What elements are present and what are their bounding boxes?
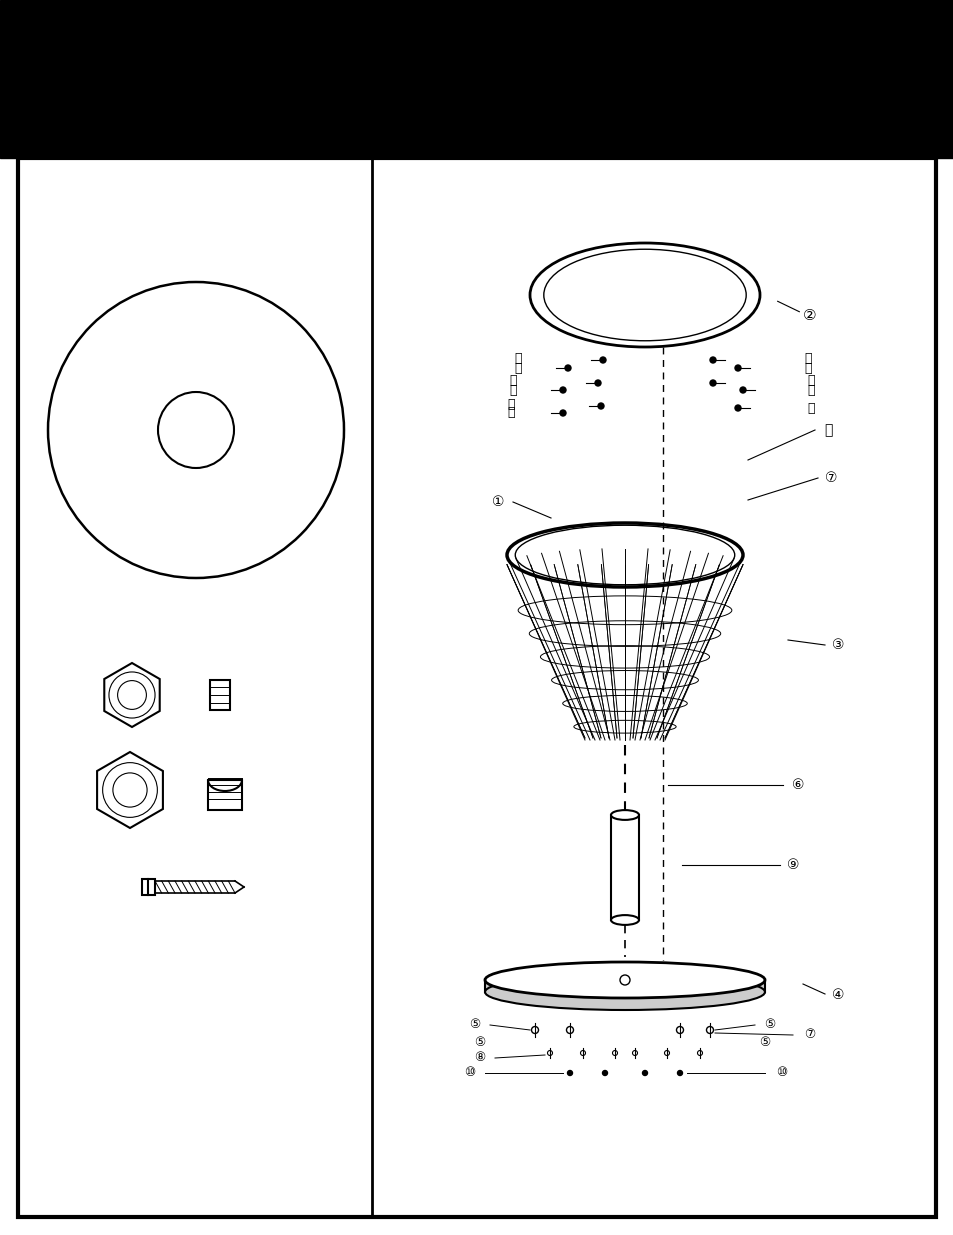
Text: ⑦: ⑦ bbox=[803, 1029, 815, 1041]
Text: ⑫: ⑫ bbox=[507, 406, 515, 420]
Circle shape bbox=[697, 1051, 701, 1056]
Text: ⑫: ⑫ bbox=[509, 373, 517, 387]
Circle shape bbox=[709, 357, 716, 363]
Text: ⑤: ⑤ bbox=[474, 1036, 485, 1050]
Text: ⑫: ⑫ bbox=[803, 362, 811, 374]
Circle shape bbox=[567, 1071, 572, 1076]
Circle shape bbox=[48, 282, 344, 578]
Text: ⑩: ⑩ bbox=[464, 1067, 476, 1079]
Text: ⑨: ⑨ bbox=[786, 858, 799, 872]
Ellipse shape bbox=[610, 810, 639, 820]
Circle shape bbox=[547, 1051, 552, 1056]
Text: ⑩: ⑩ bbox=[776, 1067, 787, 1079]
Text: ⑫: ⑫ bbox=[514, 362, 521, 374]
Bar bbox=[208, 781, 242, 810]
Circle shape bbox=[599, 357, 605, 363]
Text: ⑫: ⑫ bbox=[803, 352, 811, 364]
Ellipse shape bbox=[543, 249, 745, 341]
Text: ⑫: ⑫ bbox=[509, 384, 517, 396]
Text: ①: ① bbox=[491, 495, 504, 509]
Text: ⑫: ⑫ bbox=[806, 373, 814, 387]
Circle shape bbox=[734, 366, 740, 370]
Bar bbox=[142, 879, 154, 895]
Bar bbox=[18, 158, 935, 1216]
Circle shape bbox=[559, 387, 565, 393]
Circle shape bbox=[103, 763, 157, 818]
Text: ⑫: ⑫ bbox=[514, 352, 521, 364]
Bar bbox=[610, 815, 639, 920]
Ellipse shape bbox=[610, 915, 639, 925]
Circle shape bbox=[112, 773, 147, 808]
Circle shape bbox=[566, 1026, 573, 1034]
Polygon shape bbox=[97, 752, 163, 827]
Text: ⑤: ⑤ bbox=[469, 1019, 480, 1031]
Circle shape bbox=[612, 1051, 617, 1056]
Text: ③: ③ bbox=[831, 638, 843, 652]
Text: ④: ④ bbox=[831, 988, 843, 1002]
Text: ②: ② bbox=[802, 308, 816, 322]
Circle shape bbox=[598, 403, 603, 409]
Circle shape bbox=[734, 405, 740, 411]
Circle shape bbox=[559, 410, 565, 416]
Bar bbox=[0, 0, 953, 158]
Text: ⑧: ⑧ bbox=[474, 1051, 485, 1065]
Circle shape bbox=[579, 1051, 585, 1056]
Circle shape bbox=[641, 1071, 647, 1076]
Circle shape bbox=[709, 380, 716, 387]
Text: ⑥: ⑥ bbox=[791, 778, 803, 792]
Bar bbox=[484, 981, 764, 992]
Circle shape bbox=[619, 974, 629, 986]
Text: ⑤: ⑤ bbox=[763, 1019, 775, 1031]
Bar bbox=[210, 680, 230, 710]
Text: ⑫: ⑫ bbox=[806, 384, 814, 396]
Circle shape bbox=[117, 680, 146, 709]
Ellipse shape bbox=[530, 243, 760, 347]
Circle shape bbox=[632, 1051, 637, 1056]
Text: ⑫: ⑫ bbox=[507, 398, 515, 410]
Circle shape bbox=[564, 366, 571, 370]
Circle shape bbox=[602, 1071, 607, 1076]
Ellipse shape bbox=[484, 974, 764, 1010]
Circle shape bbox=[595, 380, 600, 387]
Text: ⑦: ⑦ bbox=[824, 471, 837, 485]
Ellipse shape bbox=[484, 962, 764, 998]
Text: ⑤: ⑤ bbox=[759, 1036, 770, 1050]
Circle shape bbox=[676, 1026, 682, 1034]
Circle shape bbox=[531, 1026, 537, 1034]
Circle shape bbox=[109, 672, 155, 718]
Circle shape bbox=[664, 1051, 669, 1056]
Circle shape bbox=[158, 391, 233, 468]
Polygon shape bbox=[104, 663, 159, 727]
Circle shape bbox=[740, 387, 745, 393]
Circle shape bbox=[706, 1026, 713, 1034]
Circle shape bbox=[677, 1071, 681, 1076]
Text: ⑫: ⑫ bbox=[806, 401, 814, 415]
Text: ⑪: ⑪ bbox=[823, 424, 831, 437]
